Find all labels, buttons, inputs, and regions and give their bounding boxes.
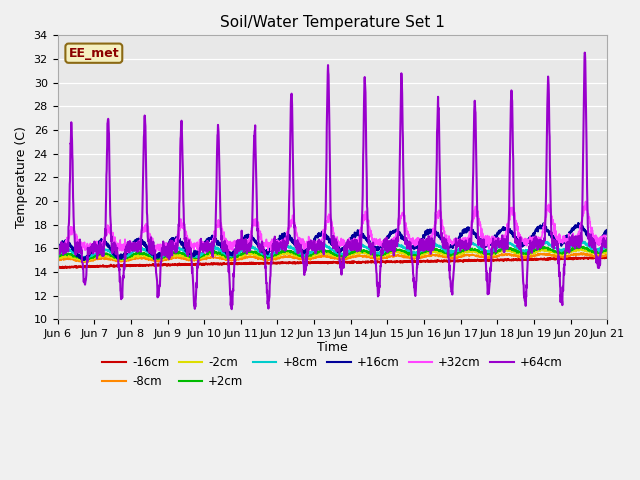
+8cm [207, 246, 215, 252]
Line: +8cm: +8cm [58, 240, 607, 259]
+32cm [207, 241, 215, 247]
+64cm [54, 249, 61, 255]
-16cm [349, 259, 356, 265]
-16cm [493, 257, 500, 263]
+8cm [570, 241, 578, 247]
+2cm [54, 253, 61, 259]
Line: +32cm: +32cm [58, 202, 607, 253]
+16cm [604, 229, 611, 235]
-2cm [493, 251, 500, 256]
-8cm [556, 253, 563, 259]
+16cm [207, 236, 215, 242]
+2cm [493, 249, 500, 255]
Y-axis label: Temperature (C): Temperature (C) [15, 126, 28, 228]
-2cm [360, 251, 368, 256]
+64cm [556, 272, 563, 277]
+32cm [570, 238, 578, 243]
-2cm [82, 259, 90, 264]
+16cm [570, 226, 578, 232]
-16cm [54, 264, 61, 270]
+64cm [570, 237, 578, 243]
+8cm [360, 244, 368, 250]
+16cm [556, 240, 563, 245]
-16cm [594, 254, 602, 260]
-8cm [604, 252, 611, 258]
+32cm [493, 236, 500, 241]
+2cm [83, 257, 90, 263]
Text: EE_met: EE_met [68, 47, 119, 60]
+2cm [504, 243, 512, 249]
+16cm [493, 233, 500, 239]
+2cm [349, 249, 356, 254]
+8cm [349, 246, 356, 252]
+2cm [604, 247, 611, 253]
+64cm [493, 241, 500, 247]
-8cm [207, 255, 215, 261]
+2cm [571, 246, 579, 252]
Title: Soil/Water Temperature Set 1: Soil/Water Temperature Set 1 [220, 15, 445, 30]
-16cm [360, 259, 368, 265]
+64cm [349, 237, 356, 243]
-16cm [570, 256, 578, 262]
Line: +2cm: +2cm [58, 246, 607, 260]
-8cm [493, 254, 500, 260]
Line: -8cm: -8cm [58, 253, 607, 263]
Legend: -16cm, -8cm, -2cm, +2cm, +8cm, +16cm, +32cm, +64cm: -16cm, -8cm, -2cm, +2cm, +8cm, +16cm, +3… [98, 352, 567, 393]
+8cm [54, 250, 61, 256]
+16cm [349, 235, 356, 240]
+32cm [360, 214, 368, 220]
+64cm [581, 50, 589, 56]
-16cm [207, 261, 215, 266]
+8cm [81, 256, 89, 262]
+16cm [574, 220, 582, 226]
-8cm [577, 250, 585, 256]
+64cm [228, 306, 236, 312]
+8cm [493, 246, 500, 252]
-2cm [349, 252, 356, 257]
+64cm [207, 248, 214, 253]
+2cm [556, 251, 563, 256]
+32cm [556, 237, 563, 242]
+32cm [54, 243, 61, 249]
+16cm [54, 246, 61, 252]
+16cm [360, 234, 368, 240]
+32cm [202, 251, 209, 256]
+16cm [81, 257, 88, 263]
-16cm [556, 255, 563, 261]
+32cm [349, 242, 356, 248]
+64cm [604, 241, 611, 247]
+32cm [604, 232, 611, 238]
Line: -2cm: -2cm [58, 249, 607, 262]
-16cm [604, 254, 611, 260]
+32cm [582, 199, 589, 204]
-8cm [54, 258, 61, 264]
+2cm [360, 247, 368, 253]
+8cm [578, 238, 586, 243]
X-axis label: Time: Time [317, 340, 348, 354]
-8cm [360, 252, 368, 258]
-2cm [570, 248, 578, 254]
Line: +16cm: +16cm [58, 223, 607, 260]
-2cm [556, 251, 563, 257]
Line: -16cm: -16cm [58, 257, 607, 268]
-16cm [57, 265, 65, 271]
-8cm [570, 252, 578, 257]
-2cm [604, 248, 611, 254]
+8cm [556, 248, 563, 253]
-8cm [349, 253, 356, 259]
-2cm [579, 246, 586, 252]
+64cm [360, 79, 368, 84]
+2cm [207, 250, 215, 255]
-8cm [79, 260, 86, 265]
+8cm [604, 242, 611, 248]
-2cm [54, 255, 61, 261]
Line: +64cm: +64cm [58, 53, 607, 309]
-2cm [207, 251, 215, 256]
